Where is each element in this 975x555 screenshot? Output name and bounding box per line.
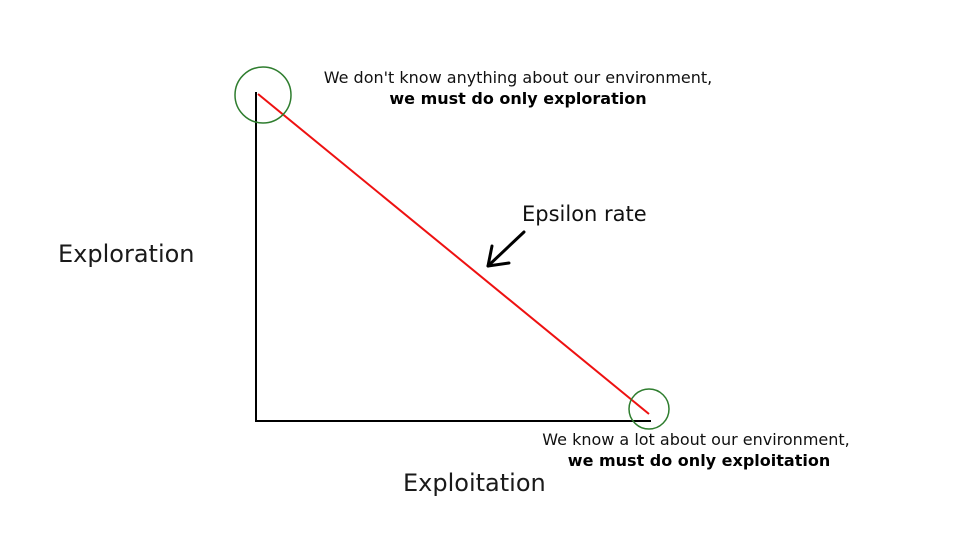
epsilon-line bbox=[257, 93, 650, 415]
epsilon-rate-label: Epsilon rate bbox=[522, 202, 647, 226]
x-axis-label: Exploitation bbox=[403, 469, 546, 497]
end-point-circle bbox=[628, 388, 670, 430]
start-point-circle bbox=[234, 66, 292, 124]
y-axis-label: Exploration bbox=[58, 240, 195, 268]
top-annotation-line1: We don't know anything about our environ… bbox=[324, 68, 713, 87]
arrow-icon bbox=[486, 230, 526, 268]
bottom-annotation-line1: We know a lot about our environment, bbox=[542, 430, 850, 449]
top-annotation-line2: we must do only exploration bbox=[389, 89, 646, 108]
bottom-annotation-line2: we must do only exploitation bbox=[568, 451, 830, 470]
